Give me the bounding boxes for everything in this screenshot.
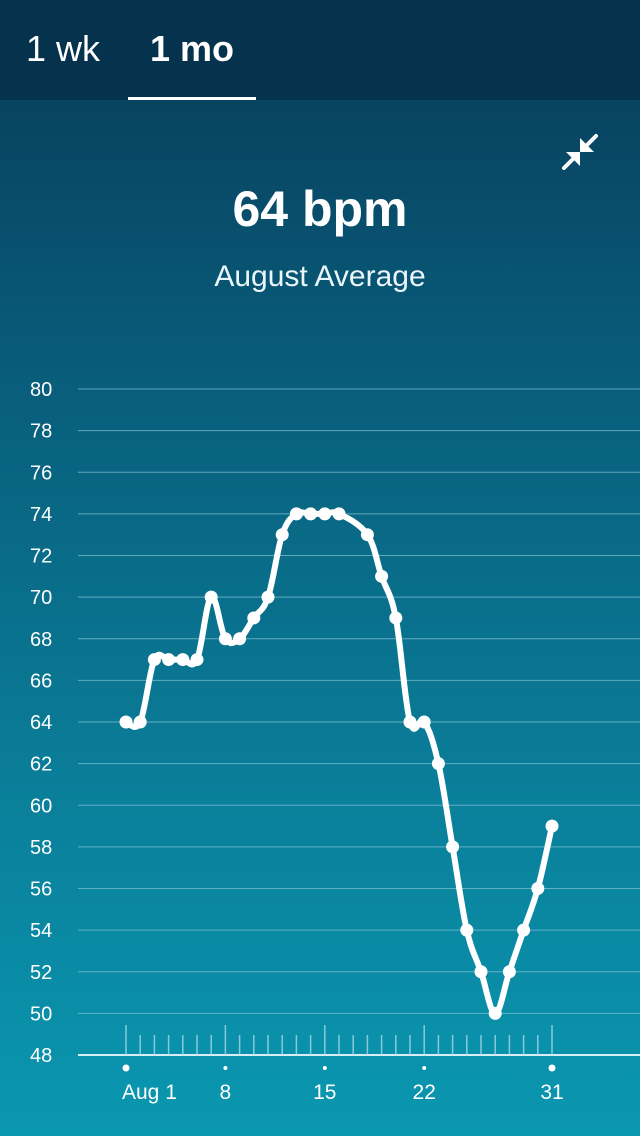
y-tick-label: 52 <box>30 962 52 984</box>
series-line <box>123 509 555 1017</box>
y-tick-label: 80 <box>30 379 52 401</box>
data-point[interactable] <box>460 923 474 937</box>
y-tick-label: 50 <box>30 1003 52 1025</box>
chart-grid <box>78 388 640 1056</box>
data-point[interactable] <box>431 757 445 771</box>
x-tick-label: 15 <box>313 1081 336 1104</box>
data-point[interactable] <box>446 840 460 854</box>
data-point[interactable] <box>119 715 133 729</box>
data-point[interactable] <box>332 507 346 521</box>
data-point[interactable] <box>247 611 261 625</box>
y-tick-label: 48 <box>30 1045 52 1067</box>
y-axis: 48 50 52 54 56 58 60 62 64 66 68 70 72 74 76 78 80 <box>30 379 52 1067</box>
x-tick-label: 22 <box>413 1081 436 1104</box>
y-tick-label: 54 <box>30 920 52 942</box>
data-point[interactable] <box>275 528 289 542</box>
range-tab-bar: 1 wk 1 mo <box>0 0 640 100</box>
data-point[interactable] <box>389 611 403 625</box>
data-point[interactable] <box>133 715 147 729</box>
y-tick-label: 78 <box>30 421 52 443</box>
x-tick-label: 8 <box>220 1081 232 1104</box>
data-point[interactable] <box>162 653 176 667</box>
data-point[interactable] <box>502 965 516 979</box>
x-tick-label: Aug 1 <box>122 1081 177 1104</box>
x-tick-label: 31 <box>540 1081 563 1104</box>
y-tick-label: 74 <box>30 504 52 526</box>
data-point[interactable] <box>517 923 531 937</box>
data-point[interactable] <box>417 715 431 729</box>
data-point[interactable] <box>304 507 318 521</box>
x-tick-dot <box>548 1064 556 1072</box>
series <box>119 507 559 1020</box>
heart-rate-chart: 48 50 52 54 56 58 60 62 64 66 68 70 72 74 76 78 80 Aug 1… <box>30 379 640 1104</box>
data-point[interactable] <box>218 632 232 646</box>
collapse-arrows-icon[interactable] <box>558 130 602 174</box>
y-tick-label: 68 <box>30 629 52 651</box>
data-point[interactable] <box>233 632 247 646</box>
data-point[interactable] <box>531 882 545 895</box>
data-point[interactable] <box>204 590 218 604</box>
data-point[interactable] <box>289 507 303 521</box>
data-point[interactable] <box>147 653 161 667</box>
x-tick-dot <box>422 1066 427 1070</box>
x-tick-dot <box>322 1066 327 1070</box>
y-tick-label: 56 <box>30 879 52 901</box>
data-point[interactable] <box>545 819 559 833</box>
active-tab-indicator <box>128 97 256 100</box>
data-point[interactable] <box>318 507 332 521</box>
tab-1-week[interactable]: 1 wk <box>26 28 101 69</box>
x-axis: Aug 1 8 15 22 31 <box>122 1025 564 1104</box>
y-tick-label: 70 <box>30 587 52 609</box>
x-tick-dot <box>223 1066 228 1070</box>
tab-1-month[interactable]: 1 mo <box>150 28 235 69</box>
data-point[interactable] <box>261 590 275 604</box>
y-tick-label: 72 <box>30 546 52 568</box>
x-tick-dot <box>122 1064 130 1072</box>
y-tick-label: 62 <box>30 754 52 776</box>
y-tick-label: 76 <box>30 462 52 484</box>
y-tick-label: 60 <box>30 795 52 817</box>
average-label: August Average <box>214 260 426 293</box>
data-point[interactable] <box>360 528 374 542</box>
data-point[interactable] <box>488 1006 502 1020</box>
data-point[interactable] <box>190 653 204 667</box>
average-metric: 64 bpm <box>232 181 408 237</box>
data-point[interactable] <box>375 569 389 583</box>
data-point[interactable] <box>474 965 488 979</box>
data-point[interactable] <box>176 653 190 667</box>
y-tick-label: 66 <box>30 670 52 692</box>
y-tick-label: 58 <box>30 837 52 859</box>
y-tick-label: 64 <box>30 712 52 734</box>
data-point[interactable] <box>403 715 417 729</box>
